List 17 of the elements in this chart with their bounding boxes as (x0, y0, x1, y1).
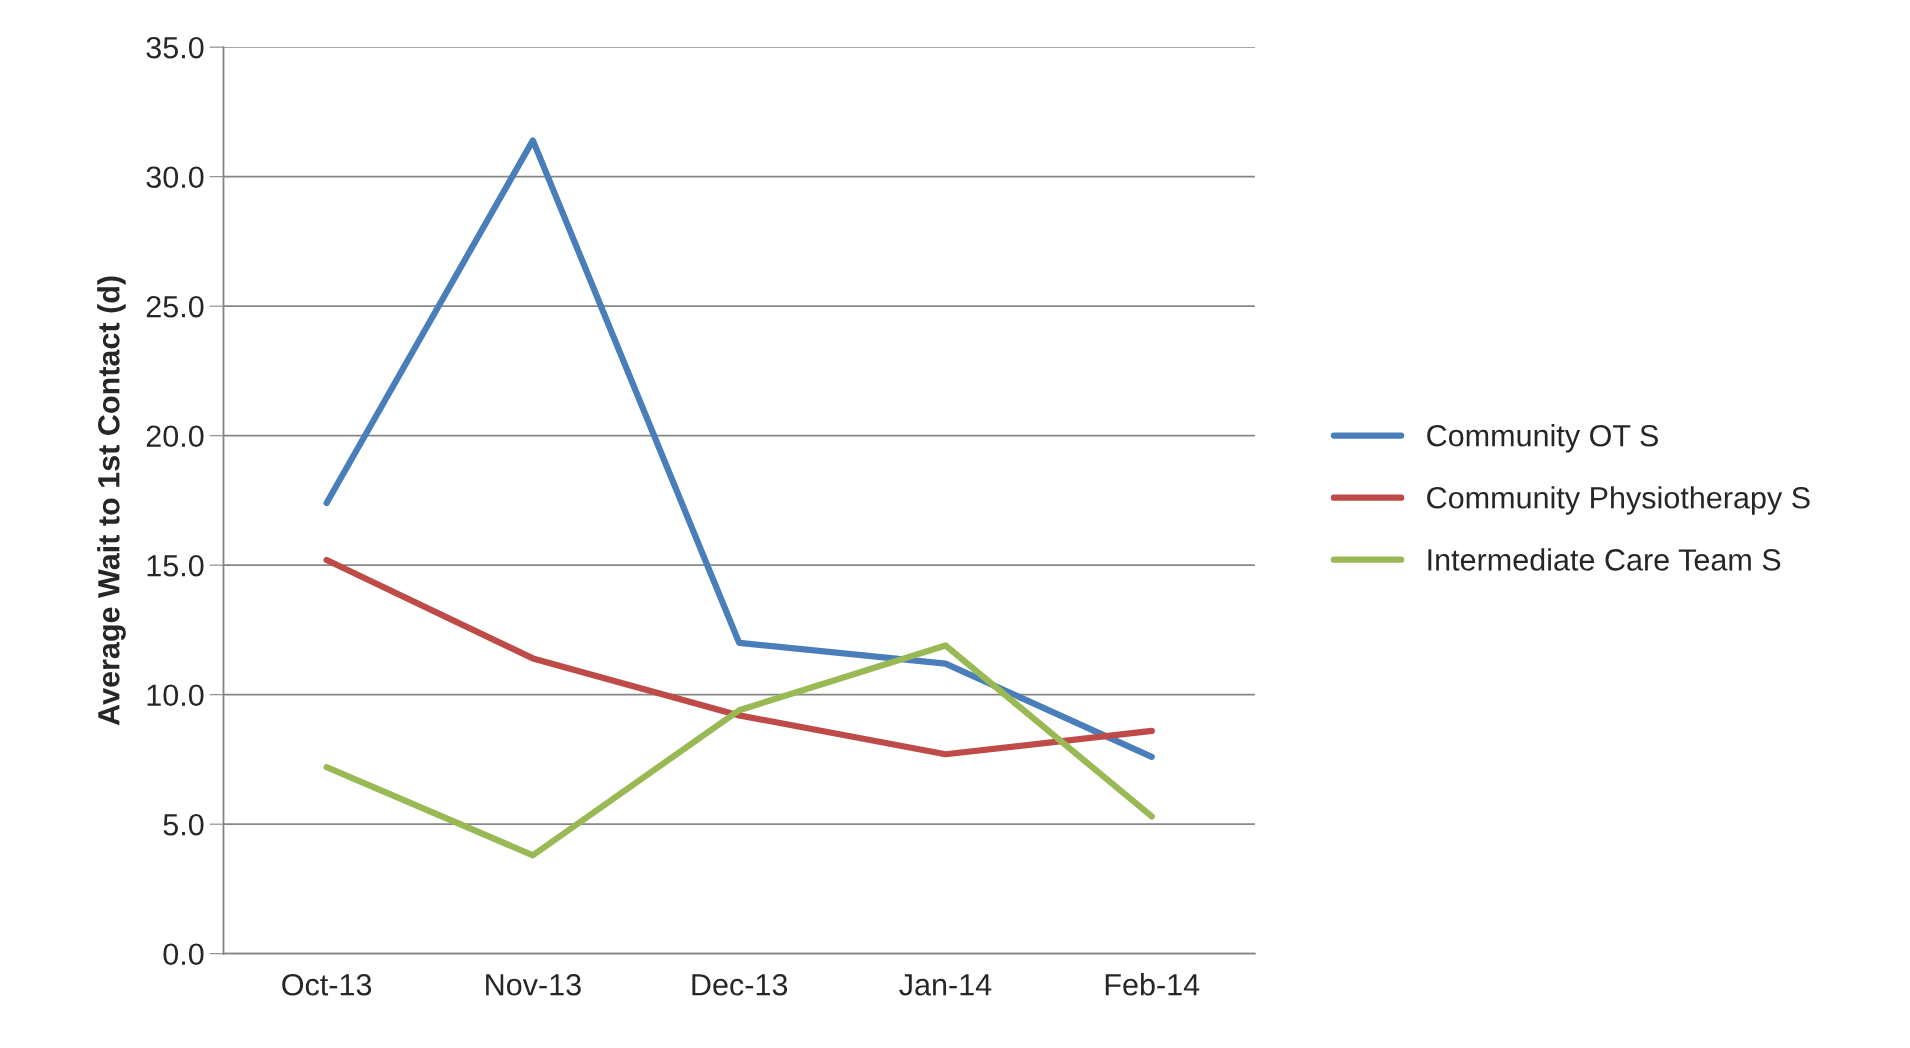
y-axis-title: Average Wait to 1st Contact (d) (97, 276, 126, 726)
x-tick-label: Oct-13 (282, 973, 372, 996)
y-tick-label: 0.0 (163, 943, 204, 966)
y-tick-label: 5.0 (163, 813, 204, 836)
x-tick-label: Jan-14 (899, 974, 992, 996)
y-tick-label: 35.0 (146, 36, 204, 59)
y-tick-label: 25.0 (146, 295, 204, 318)
y-tick-label: 15.0 (147, 554, 204, 577)
legend-label: Intermediate Care Team S (1428, 548, 1781, 571)
y-tick-label: 10.0 (147, 684, 204, 707)
x-tick-label: Feb-14 (1105, 973, 1200, 996)
y-tick-label: 30.0 (146, 166, 204, 189)
x-tick-label: Dec-13 (692, 973, 788, 996)
legend-label: Community OT S (1427, 424, 1658, 453)
legend-label: Community Physiotherapy S (1427, 486, 1810, 515)
x-tick-label: Nov-13 (486, 973, 581, 996)
y-tick-label: 20.0 (146, 425, 204, 448)
